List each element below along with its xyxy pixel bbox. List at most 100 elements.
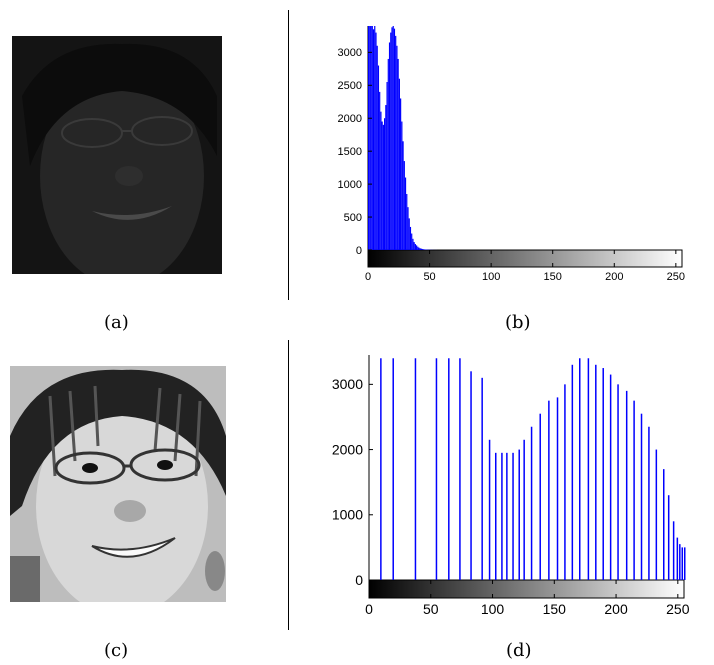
- histogram-bar: [684, 547, 686, 580]
- histogram-bar: [424, 249, 426, 250]
- caption-a: (a): [104, 312, 129, 333]
- y-tick-label: 0: [356, 245, 362, 257]
- histogram-bar: [369, 26, 371, 250]
- x-tick-label: 50: [423, 271, 435, 283]
- histogram-bar: [571, 364, 574, 580]
- histogram-bar: [422, 249, 424, 250]
- histogram-bar: [368, 26, 370, 250]
- histogram-bar: [470, 371, 472, 580]
- y-tick-label: 2500: [338, 80, 362, 92]
- histogram-bar: [402, 141, 404, 250]
- histogram-bar: [393, 28, 396, 250]
- histogram-bar: [609, 374, 612, 580]
- face-illustration-dark: [12, 36, 222, 274]
- histogram-bar: [523, 439, 525, 580]
- caption-d: (d): [506, 640, 532, 661]
- histogram-bar: [501, 452, 503, 580]
- caption-c: (c): [104, 640, 129, 661]
- histogram-bar: [384, 118, 386, 250]
- histogram-bar: [401, 121, 403, 250]
- histogram-bar: [556, 397, 559, 580]
- y-tick-label: 2000: [338, 113, 362, 125]
- histogram-bar: [377, 65, 380, 250]
- x-tick-label: 50: [423, 601, 439, 617]
- face-photo-equalized: [10, 366, 226, 602]
- histogram-bar: [416, 245, 418, 250]
- histogram-bar: [397, 58, 399, 250]
- x-tick-label: 0: [365, 601, 373, 617]
- x-tick-label: 200: [604, 601, 628, 617]
- histogram-bar: [506, 452, 508, 580]
- histogram-bar: [392, 26, 394, 250]
- y-tick-label: 3000: [332, 376, 363, 392]
- histogram-bar: [406, 194, 408, 250]
- colorbar: [368, 579, 685, 599]
- x-tick-label: 250: [667, 271, 685, 283]
- histogram-bar: [676, 537, 679, 580]
- histogram-bar: [404, 177, 407, 250]
- histogram-bar: [625, 390, 628, 580]
- histogram-bar: [667, 495, 670, 580]
- histogram-bar: [396, 45, 398, 250]
- x-tick-label: 250: [666, 601, 690, 617]
- histogram-bar: [408, 218, 410, 250]
- histogram-bar: [371, 26, 373, 250]
- histogram-bar: [388, 42, 391, 251]
- x-tick-label: 150: [544, 271, 562, 283]
- y-tick-label: 1000: [332, 507, 363, 523]
- caption-b: (b): [505, 312, 531, 333]
- histogram-bar: [548, 400, 550, 580]
- histogram-bar: [387, 58, 389, 250]
- histogram-bar: [681, 547, 684, 580]
- histogram-bar: [386, 82, 388, 250]
- histogram-bar: [579, 358, 581, 580]
- histogram-bar: [382, 124, 384, 250]
- histogram-bar: [587, 358, 590, 580]
- histogram-bar: [407, 207, 409, 250]
- histogram-bar: [370, 26, 372, 250]
- y-tick-label: 3000: [338, 47, 362, 59]
- histogram-bar: [617, 384, 619, 580]
- histogram-bar: [409, 226, 412, 250]
- histogram-bar: [414, 244, 416, 250]
- histogram-bar: [418, 247, 420, 250]
- histogram-bar: [518, 449, 520, 580]
- histogram-bar: [411, 233, 413, 250]
- histogram-bar: [423, 249, 425, 250]
- histogram-bar: [679, 544, 681, 580]
- histogram-bar: [481, 377, 483, 580]
- histogram-bar: [633, 400, 635, 580]
- histogram-bar: [655, 449, 658, 580]
- y-tick-label: 2000: [332, 441, 363, 457]
- histogram-bar: [380, 111, 382, 250]
- histogram-bar: [595, 364, 597, 580]
- histogram-bar: [419, 248, 421, 250]
- x-tick-label: 200: [605, 271, 623, 283]
- histogram-bar: [512, 452, 514, 580]
- histogram-bar: [417, 246, 419, 250]
- y-tick-label: 500: [344, 212, 362, 224]
- histogram-bar: [414, 358, 417, 580]
- histogram-bar: [385, 105, 387, 250]
- histogram-bar: [663, 469, 665, 580]
- histogram-bar: [375, 32, 377, 251]
- histogram-bar: [488, 439, 491, 580]
- y-tick-label: 0: [355, 572, 363, 588]
- histogram-bar: [495, 452, 497, 580]
- histogram-bar: [640, 413, 643, 580]
- histogram-bar: [391, 27, 393, 251]
- histogram-bar: [398, 78, 400, 251]
- histogram-bar: [392, 358, 394, 580]
- histogram-bar: [376, 45, 378, 250]
- x-tick-label: 0: [365, 271, 371, 283]
- histogram-bar: [648, 426, 650, 580]
- histogram-bar: [564, 384, 566, 580]
- histogram-bar: [412, 238, 414, 250]
- histogram-bar: [530, 426, 533, 580]
- histogram-bar: [435, 358, 438, 580]
- histogram-bar: [672, 521, 675, 580]
- y-tick-label: 1500: [338, 146, 362, 158]
- histogram-bar: [420, 248, 423, 250]
